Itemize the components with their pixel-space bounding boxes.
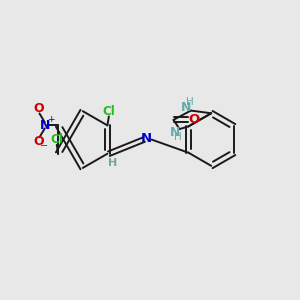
Text: O: O [33,102,44,116]
Text: H: H [108,158,117,168]
Text: H: H [185,97,193,107]
Text: Cl: Cl [103,104,115,118]
Text: +: + [47,116,55,124]
Text: N: N [170,126,180,139]
Text: O: O [33,135,44,148]
Text: −: − [40,141,48,151]
Text: H: H [174,133,182,142]
Text: N: N [141,133,152,146]
Text: N: N [181,101,192,114]
Text: O: O [188,113,200,126]
Text: Cl: Cl [50,133,63,146]
Text: N: N [40,119,50,132]
